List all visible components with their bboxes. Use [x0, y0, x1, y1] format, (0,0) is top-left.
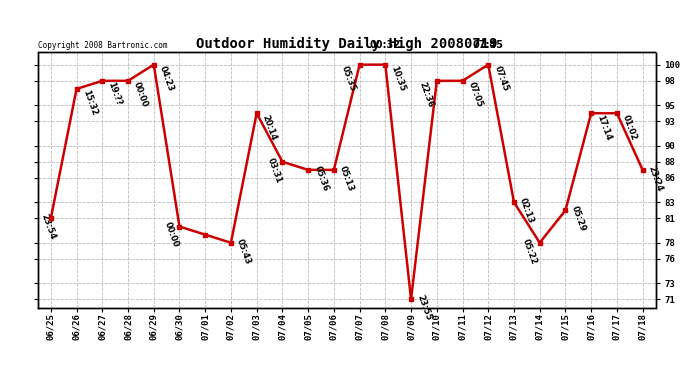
- Text: 05:13: 05:13: [338, 164, 355, 192]
- Text: 04:23: 04:23: [158, 64, 175, 93]
- Text: 05:22: 05:22: [520, 237, 538, 266]
- Text: 22:36: 22:36: [417, 81, 435, 109]
- Text: 05:43: 05:43: [235, 237, 253, 265]
- Text: Copyright 2008 Bartronic.com: Copyright 2008 Bartronic.com: [38, 41, 168, 50]
- Text: 15:32: 15:32: [81, 89, 98, 117]
- Text: 07:05: 07:05: [466, 81, 484, 109]
- Text: 20:14: 20:14: [261, 113, 279, 141]
- Text: 23:24: 23:24: [647, 164, 664, 192]
- Text: 01:02: 01:02: [621, 113, 639, 141]
- Title: Outdoor Humidity Daily High 20080719: Outdoor Humidity Daily High 20080719: [196, 37, 497, 51]
- Text: 03:31: 03:31: [266, 156, 284, 184]
- Text: 05:29: 05:29: [570, 205, 587, 233]
- Text: 07:45: 07:45: [473, 40, 504, 50]
- Text: 17:14: 17:14: [595, 113, 613, 141]
- Text: 00:00: 00:00: [132, 81, 150, 109]
- Text: 02:13: 02:13: [518, 197, 535, 225]
- Text: 00:32: 00:32: [370, 40, 401, 50]
- Text: 23:54: 23:54: [40, 213, 57, 241]
- Text: 10:35: 10:35: [389, 64, 407, 93]
- Text: 05:35: 05:35: [340, 64, 357, 93]
- Text: 07:45: 07:45: [493, 64, 510, 93]
- Text: 23:55: 23:55: [415, 294, 433, 322]
- Text: 00:00: 00:00: [163, 221, 180, 249]
- Text: 19:??: 19:??: [106, 81, 124, 107]
- Text: 05:36: 05:36: [313, 164, 330, 192]
